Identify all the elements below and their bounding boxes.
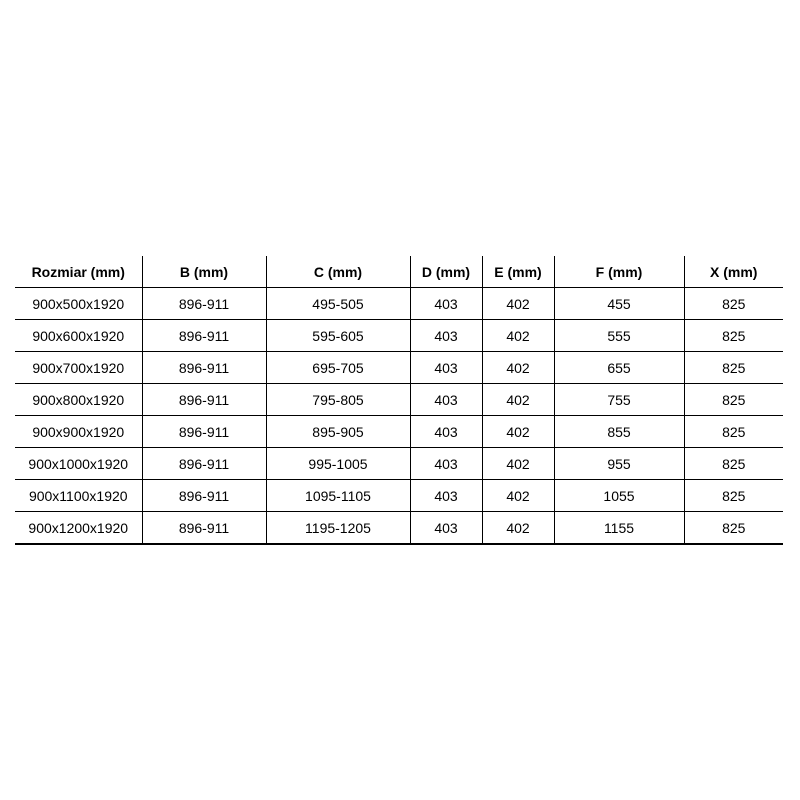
table-cell: 402 xyxy=(481,479,554,512)
table-cell: 900x1200x1920 xyxy=(15,511,142,545)
table-cell: 896-911 xyxy=(141,287,266,320)
table-cell: 895-905 xyxy=(265,415,410,448)
table-cell: 825 xyxy=(683,447,783,480)
table-cell: 403 xyxy=(409,319,482,352)
table-cell: 896-911 xyxy=(141,511,266,545)
column-header: F (mm) xyxy=(553,256,684,288)
table-cell: 1055 xyxy=(553,479,684,512)
table-cell: 900x900x1920 xyxy=(15,415,142,448)
table-cell: 825 xyxy=(683,415,783,448)
table-cell: 855 xyxy=(553,415,684,448)
table-row: 900x500x1920 896-911 495-505 403 402 455 825 xyxy=(15,287,783,320)
column-header: B (mm) xyxy=(141,256,266,288)
table-cell: 403 xyxy=(409,479,482,512)
table-cell: 795-805 xyxy=(265,383,410,416)
table-cell: 402 xyxy=(481,415,554,448)
table-cell: 900x800x1920 xyxy=(15,383,142,416)
table-row: 900x600x1920 896-911 595-605 403 402 555 825 xyxy=(15,319,783,352)
table-row: 900x900x1920 896-911 895-905 403 402 855 825 xyxy=(15,415,783,448)
table-cell: 900x500x1920 xyxy=(15,287,142,320)
table-cell: 403 xyxy=(409,383,482,416)
table-cell: 495-505 xyxy=(265,287,410,320)
table-row: 900x700x1920 896-911 695-705 403 402 655 825 xyxy=(15,351,783,384)
column-header: C (mm) xyxy=(265,256,410,288)
table-row: 900x800x1920 896-911 795-805 403 402 755 825 xyxy=(15,383,783,416)
table-cell: 896-911 xyxy=(141,319,266,352)
table-cell: 825 xyxy=(683,479,783,512)
table-cell: 825 xyxy=(683,383,783,416)
table-cell: 900x1000x1920 xyxy=(15,447,142,480)
table-cell: 555 xyxy=(553,319,684,352)
table-cell: 595-605 xyxy=(265,319,410,352)
table-cell: 896-911 xyxy=(141,351,266,384)
table-row: 900x1100x1920 896-911 1095-1105 403 402 1055 8… xyxy=(15,479,783,512)
header-row: Rozmiar (mm) B (mm) C (mm) D (mm) E (mm) F (m… xyxy=(15,256,783,288)
table-cell: 695-705 xyxy=(265,351,410,384)
table-cell: 655 xyxy=(553,351,684,384)
table-cell: 1195-1205 xyxy=(265,511,410,545)
table-cell: 896-911 xyxy=(141,415,266,448)
table-cell: 403 xyxy=(409,447,482,480)
table-cell: 455 xyxy=(553,287,684,320)
table-cell: 825 xyxy=(683,511,783,545)
table-cell: 825 xyxy=(683,287,783,320)
table-cell: 900x1100x1920 xyxy=(15,479,142,512)
table-cell: 755 xyxy=(553,383,684,416)
table-cell: 1095-1105 xyxy=(265,479,410,512)
table-cell: 402 xyxy=(481,319,554,352)
table-cell: 403 xyxy=(409,511,482,545)
table-row: 900x1000x1920 896-911 995-1005 403 402 955 825 xyxy=(15,447,783,480)
table-cell: 1155 xyxy=(553,511,684,545)
column-header: X (mm) xyxy=(683,256,783,288)
table-cell: 402 xyxy=(481,447,554,480)
table-cell: 896-911 xyxy=(141,447,266,480)
table-cell: 995-1005 xyxy=(265,447,410,480)
table-cell: 825 xyxy=(683,319,783,352)
table-cell: 403 xyxy=(409,415,482,448)
table-cell: 402 xyxy=(481,383,554,416)
table-cell: 825 xyxy=(683,351,783,384)
dimensions-table: Rozmiar (mm) B (mm) C (mm) D (mm) E (mm) F (m… xyxy=(15,256,783,545)
table-cell: 896-911 xyxy=(141,479,266,512)
column-header: Rozmiar (mm) xyxy=(15,256,142,288)
table-cell: 403 xyxy=(409,287,482,320)
column-header: D (mm) xyxy=(409,256,482,288)
table-cell: 402 xyxy=(481,287,554,320)
table-row: 900x1200x1920 896-911 1195-1205 403 402 1155 8… xyxy=(15,511,783,545)
table-cell: 900x600x1920 xyxy=(15,319,142,352)
table-cell: 403 xyxy=(409,351,482,384)
table-cell: 402 xyxy=(481,511,554,545)
table-cell: 955 xyxy=(553,447,684,480)
table-cell: 896-911 xyxy=(141,383,266,416)
table-cell: 402 xyxy=(481,351,554,384)
column-header: E (mm) xyxy=(481,256,554,288)
table-cell: 900x700x1920 xyxy=(15,351,142,384)
